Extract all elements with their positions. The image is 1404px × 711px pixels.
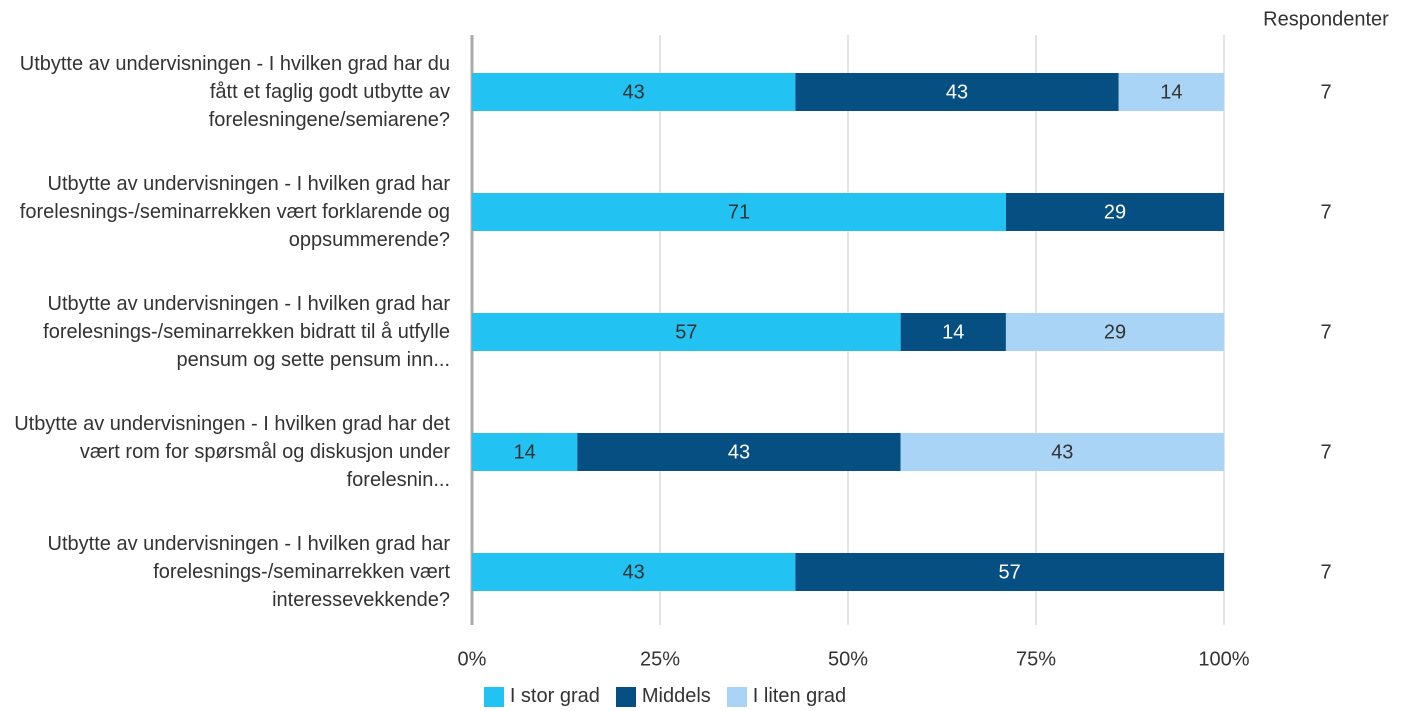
category-label: Utbytte av undervisningen - I hvilken gr… — [47, 533, 450, 611]
x-tick-label: 25% — [640, 648, 680, 670]
x-tick-label: 50% — [828, 648, 868, 670]
value-label: 43 — [946, 81, 968, 103]
respondents-header: Respondenter — [1263, 8, 1389, 30]
value-label: 29 — [1104, 321, 1126, 343]
category-label: Utbytte av undervisningen - I hvilken gr… — [14, 413, 450, 491]
legend-label: I stor grad — [509, 685, 600, 707]
value-label: 14 — [514, 441, 536, 463]
bar-segment — [472, 433, 578, 471]
legend-swatch — [483, 686, 504, 707]
value-label: 43 — [728, 441, 750, 463]
value-label: 29 — [1104, 201, 1126, 223]
value-label: 14 — [942, 321, 964, 343]
respondents-count: 7 — [1320, 321, 1331, 343]
bar-segment — [472, 193, 1006, 231]
bar-segment — [577, 433, 901, 471]
legend-item: I stor grad — [483, 685, 600, 708]
bar-segment — [795, 553, 1224, 591]
legend-swatch — [726, 686, 747, 707]
value-label: 57 — [675, 321, 697, 343]
x-tick-label: 0% — [458, 648, 487, 670]
legend: I stor grad Middels I liten grad — [0, 685, 1330, 708]
legend-label: Middels — [641, 685, 711, 707]
x-tick-label: 100% — [1198, 648, 1249, 670]
bar-segment — [1005, 193, 1224, 231]
bar-segment — [900, 433, 1224, 471]
value-label: 43 — [623, 561, 645, 583]
value-label: 71 — [728, 201, 750, 223]
respondents-count: 7 — [1320, 201, 1331, 223]
category-label: Utbytte av undervisningen - I hvilken gr… — [19, 53, 450, 131]
category-label: Utbytte av undervisningen - I hvilken gr… — [19, 173, 450, 251]
legend-item: Middels — [615, 685, 711, 708]
value-label: 43 — [1051, 441, 1073, 463]
bar-segment — [900, 313, 1006, 351]
respondents-count: 7 — [1320, 561, 1331, 583]
x-tick-label: 75% — [1016, 648, 1056, 670]
bar-segment — [472, 553, 796, 591]
value-label: 14 — [1160, 81, 1182, 103]
value-label: 43 — [623, 81, 645, 103]
legend-label: I liten grad — [752, 685, 847, 707]
respondents-count: 7 — [1320, 81, 1331, 103]
value-label: 57 — [999, 561, 1021, 583]
bar-segment — [472, 313, 901, 351]
bar-segment — [1005, 313, 1224, 351]
legend-swatch — [615, 686, 636, 707]
legend-item: I liten grad — [726, 685, 847, 708]
bar-segment — [1118, 73, 1224, 111]
respondents-count: 7 — [1320, 441, 1331, 463]
bar-segment — [472, 73, 796, 111]
category-label: Utbytte av undervisningen - I hvilken gr… — [43, 293, 450, 371]
bar-segment — [795, 73, 1119, 111]
